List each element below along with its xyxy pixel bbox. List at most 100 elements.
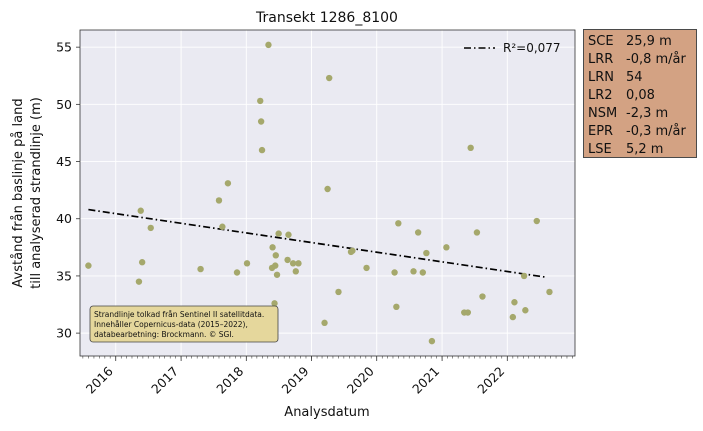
stat-value: 25,9 m xyxy=(626,34,672,49)
data-point xyxy=(85,262,92,269)
data-point xyxy=(271,300,278,307)
source-annotation-box xyxy=(89,305,279,343)
y-tick-label: 35 xyxy=(56,268,72,283)
data-point xyxy=(443,244,450,251)
data-point xyxy=(423,249,430,257)
chart-title: Transekt 1286_8100 xyxy=(255,10,398,26)
data-point xyxy=(522,307,529,314)
data-point xyxy=(419,269,427,276)
data-point xyxy=(391,269,398,276)
data-point xyxy=(137,207,144,214)
data-point xyxy=(546,288,553,296)
data-point xyxy=(224,180,232,187)
data-point xyxy=(393,303,400,311)
legend-label: R²=0,077 xyxy=(503,41,561,55)
stat-row-lrr: LRR -0,8 m/år xyxy=(588,51,696,69)
y-axis-label-line-2: till analyserad strandlinje (m) xyxy=(29,97,44,289)
stat-value: -2,3 m xyxy=(626,106,669,121)
data-point xyxy=(325,74,333,82)
stat-label: LRR xyxy=(588,52,614,67)
data-point xyxy=(473,229,481,236)
data-point xyxy=(363,264,370,272)
stat-row-lrn: LRN 54 xyxy=(588,69,696,87)
stat-value: 0,08 xyxy=(626,88,655,103)
data-point xyxy=(335,288,342,296)
source-annotation-line-1: Strandlinje tolkad från Sentinel II sate… xyxy=(94,310,264,319)
x-tick-label: 2021 xyxy=(409,364,442,397)
data-point xyxy=(520,272,528,280)
y-tick-label: 30 xyxy=(56,326,72,341)
y-axis-label-line-1: Avstånd från baslinje på land xyxy=(11,98,26,287)
data-point xyxy=(349,247,356,254)
data-point xyxy=(138,259,146,266)
x-tick-label: 2016 xyxy=(83,363,116,396)
data-point xyxy=(272,262,279,269)
data-point xyxy=(273,271,281,278)
stat-label: LRN xyxy=(588,70,614,85)
data-point xyxy=(269,244,276,251)
data-point xyxy=(324,185,331,193)
source-annotation-line-2: Innehåller Copernicus-data (2015–2022), xyxy=(94,320,248,329)
stat-row-epr: EPR -0,3 m/år xyxy=(588,123,696,141)
data-point xyxy=(479,293,486,300)
data-point xyxy=(265,41,272,49)
x-tick-label: 2019 xyxy=(279,363,312,396)
stat-row-lr2: LR2 0,08 xyxy=(588,87,696,105)
data-point xyxy=(147,224,154,232)
data-point xyxy=(467,144,474,152)
data-point xyxy=(292,268,299,275)
data-point xyxy=(509,313,517,321)
data-point xyxy=(135,278,143,285)
y-tick-label: 40 xyxy=(56,211,72,226)
data-point xyxy=(533,217,540,225)
source-annotation: Strandlinje tolkad från Sentinel II sate… xyxy=(89,305,279,343)
data-point xyxy=(275,230,282,237)
stat-label: LSE xyxy=(588,142,612,157)
data-point xyxy=(511,299,518,306)
data-point xyxy=(257,97,264,105)
data-point xyxy=(257,118,265,125)
stat-label: EPR xyxy=(588,124,614,139)
data-point xyxy=(284,256,291,264)
stat-row-sce: SCE 25,9 m xyxy=(588,33,696,51)
stat-value: 5,2 m xyxy=(626,142,664,157)
data-point xyxy=(272,252,279,259)
data-point xyxy=(243,260,251,267)
y-tick-label: 55 xyxy=(56,40,72,55)
x-tick-label: 2017 xyxy=(148,364,181,397)
trend-line xyxy=(88,208,546,278)
plot-area xyxy=(80,30,575,356)
x-axis-label: Analysdatum xyxy=(284,405,369,420)
data-point xyxy=(414,229,422,236)
stat-label: LR2 xyxy=(588,88,613,103)
stat-value: 54 xyxy=(626,70,643,85)
trend-layer xyxy=(88,208,546,278)
data-point xyxy=(219,223,226,230)
stat-value: -0,8 m/år xyxy=(626,52,686,67)
x-tick-label: 2022 xyxy=(474,364,507,397)
y-tick-label: 45 xyxy=(56,154,72,169)
stat-label: SCE xyxy=(588,34,614,49)
x-tick-label: 2020 xyxy=(344,363,377,396)
stat-value: -0,3 m/år xyxy=(626,124,686,139)
stat-row-nsm: NSM -2,3 m xyxy=(588,105,696,123)
data-point xyxy=(410,268,417,275)
grid xyxy=(80,30,575,356)
data-point xyxy=(395,220,402,227)
data-point xyxy=(289,260,297,267)
source-annotation-line-3: databearbetning: Brockmann. © SGI. xyxy=(94,330,234,339)
y-tick-label: 50 xyxy=(56,97,72,112)
stat-row-lse: LSE 5,2 m xyxy=(588,141,696,159)
data-point xyxy=(295,260,302,267)
x-tick-label: 2018 xyxy=(213,363,246,396)
plot-frame xyxy=(79,29,576,357)
data-point xyxy=(215,197,223,204)
data-point xyxy=(285,231,292,238)
stat-label: NSM xyxy=(588,106,618,121)
data-point xyxy=(464,309,472,316)
data-point xyxy=(428,337,436,345)
data-point xyxy=(258,146,266,154)
data-point xyxy=(321,319,328,327)
data-point xyxy=(233,269,241,276)
